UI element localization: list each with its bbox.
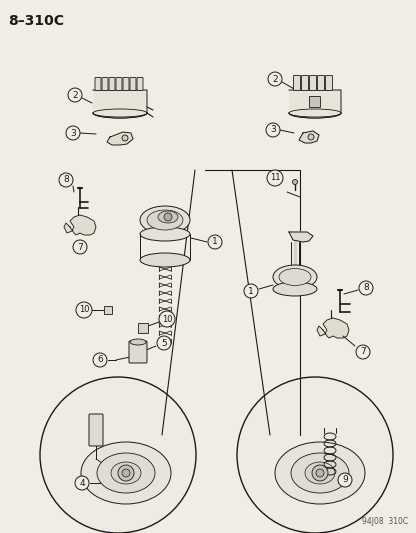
Ellipse shape xyxy=(279,269,311,286)
FancyBboxPatch shape xyxy=(317,76,324,91)
Polygon shape xyxy=(93,90,147,118)
FancyBboxPatch shape xyxy=(138,323,148,333)
Ellipse shape xyxy=(81,442,171,504)
Polygon shape xyxy=(317,318,349,338)
Circle shape xyxy=(76,302,92,318)
Ellipse shape xyxy=(305,462,335,484)
FancyBboxPatch shape xyxy=(130,77,136,91)
Circle shape xyxy=(356,345,370,359)
Circle shape xyxy=(292,180,297,184)
Ellipse shape xyxy=(273,282,317,296)
Text: 5: 5 xyxy=(161,338,167,348)
Circle shape xyxy=(75,476,89,490)
Circle shape xyxy=(118,465,134,481)
FancyBboxPatch shape xyxy=(109,77,115,91)
Ellipse shape xyxy=(147,210,183,230)
Text: 11: 11 xyxy=(270,174,280,182)
Text: 94J08  310C: 94J08 310C xyxy=(362,517,408,526)
FancyBboxPatch shape xyxy=(310,96,320,108)
Ellipse shape xyxy=(140,206,190,234)
Circle shape xyxy=(122,469,130,477)
Ellipse shape xyxy=(97,453,155,493)
Circle shape xyxy=(308,134,314,140)
Text: 8–310C: 8–310C xyxy=(8,14,64,28)
Circle shape xyxy=(66,126,80,140)
Ellipse shape xyxy=(93,108,147,118)
Text: 7: 7 xyxy=(77,243,83,252)
FancyBboxPatch shape xyxy=(104,306,112,314)
Ellipse shape xyxy=(140,227,190,241)
Ellipse shape xyxy=(130,339,146,345)
Text: 10: 10 xyxy=(162,314,172,324)
Text: 2: 2 xyxy=(272,75,278,84)
FancyBboxPatch shape xyxy=(294,76,300,91)
Polygon shape xyxy=(289,232,313,242)
Text: 1: 1 xyxy=(212,238,218,246)
Circle shape xyxy=(159,311,175,327)
Circle shape xyxy=(267,170,283,186)
Circle shape xyxy=(40,377,196,533)
FancyBboxPatch shape xyxy=(310,76,317,91)
Circle shape xyxy=(73,240,87,254)
Polygon shape xyxy=(64,215,96,235)
Circle shape xyxy=(157,336,171,350)
Circle shape xyxy=(237,377,393,533)
Circle shape xyxy=(122,135,128,141)
FancyBboxPatch shape xyxy=(137,77,143,91)
Text: 10: 10 xyxy=(79,305,89,314)
Polygon shape xyxy=(107,132,133,145)
Circle shape xyxy=(93,353,107,367)
Ellipse shape xyxy=(275,442,365,504)
Ellipse shape xyxy=(158,211,178,223)
Ellipse shape xyxy=(111,462,141,484)
Circle shape xyxy=(59,173,73,187)
Circle shape xyxy=(338,473,352,487)
Circle shape xyxy=(359,281,373,295)
Text: 3: 3 xyxy=(70,128,76,138)
Text: 7: 7 xyxy=(360,348,366,357)
Circle shape xyxy=(316,469,324,477)
FancyBboxPatch shape xyxy=(116,77,122,91)
Circle shape xyxy=(68,88,82,102)
FancyBboxPatch shape xyxy=(123,77,129,91)
Circle shape xyxy=(312,465,328,481)
Text: 4: 4 xyxy=(79,479,85,488)
Text: 8: 8 xyxy=(363,284,369,293)
FancyBboxPatch shape xyxy=(102,77,108,91)
FancyBboxPatch shape xyxy=(95,77,101,91)
Ellipse shape xyxy=(289,108,341,118)
FancyBboxPatch shape xyxy=(129,341,147,363)
Text: 8: 8 xyxy=(63,175,69,184)
Circle shape xyxy=(208,235,222,249)
Circle shape xyxy=(268,72,282,86)
Text: 2: 2 xyxy=(72,91,78,100)
Polygon shape xyxy=(299,131,319,143)
Text: 1: 1 xyxy=(248,287,254,295)
Circle shape xyxy=(164,213,172,221)
Text: 6: 6 xyxy=(97,356,103,365)
Circle shape xyxy=(244,284,258,298)
Ellipse shape xyxy=(273,265,317,289)
Text: 3: 3 xyxy=(270,125,276,134)
FancyBboxPatch shape xyxy=(325,76,332,91)
FancyBboxPatch shape xyxy=(302,76,309,91)
Text: 9: 9 xyxy=(342,475,348,484)
Ellipse shape xyxy=(140,253,190,267)
Circle shape xyxy=(266,123,280,137)
Ellipse shape xyxy=(291,453,349,493)
FancyBboxPatch shape xyxy=(89,414,103,446)
Polygon shape xyxy=(289,90,341,118)
